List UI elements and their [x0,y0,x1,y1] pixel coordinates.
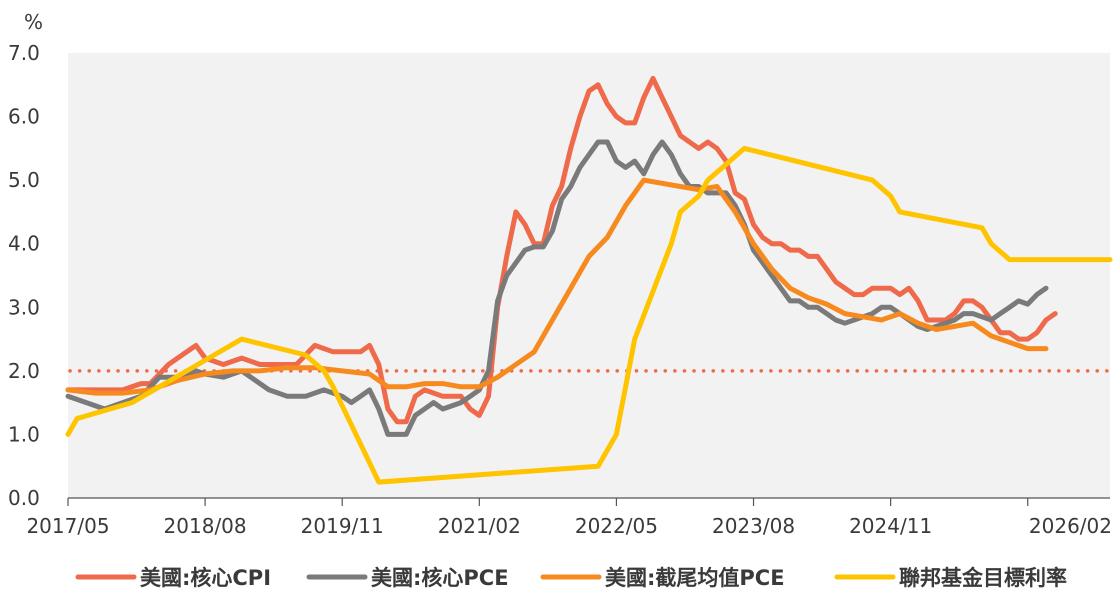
y-axis-ticks: 0.0 1.0 2.0 3.0 4.0 5.0 6.0 7.0 [8,41,40,510]
x-tick-label: 2022/05 [575,514,658,538]
x-tick-label: 2024/11 [849,514,932,538]
legend-label: 美國:核心PCE [371,566,509,589]
y-tick-label: 5.0 [8,168,40,192]
y-tick-label: 1.0 [8,422,40,446]
y-tick-label: 4.0 [8,232,40,256]
x-tick-label: 2023/08 [712,514,795,538]
y-axis-unit: % [24,10,43,34]
x-tick-label: 2018/08 [164,514,247,538]
series-lines [65,75,1113,485]
y-tick-label: 0.0 [8,486,40,510]
x-tick-label: 2026/02 [1029,514,1112,538]
plot-area [68,53,1110,498]
legend-label: 聯邦基金目標利率 [899,566,1067,589]
x-tick-label: 2017/05 [26,514,109,538]
series-line-3 [65,177,1049,396]
y-tick-label: 7.0 [8,41,40,65]
x-axis-ticks: 2017/05 2018/08 2019/11 2021/02 2022/05 2023/… [26,498,1112,538]
series-line-1 [65,75,1058,425]
legend-label: 美國:截尾均值PCE [605,566,785,589]
y-tick-label: 6.0 [8,105,40,129]
legend: 美國:核心CPI 美國:核心PCE 美國:截尾均值PCE 聯邦基金目標利率 [75,566,1067,589]
series-line-4 [65,145,1113,485]
legend-label: 美國:核心CPI [140,566,271,589]
y-tick-label: 3.0 [8,295,40,319]
x-tick-label: 2019/11 [301,514,384,538]
x-tick-label: 2021/02 [438,514,521,538]
y-tick-label: 2.0 [8,359,40,383]
